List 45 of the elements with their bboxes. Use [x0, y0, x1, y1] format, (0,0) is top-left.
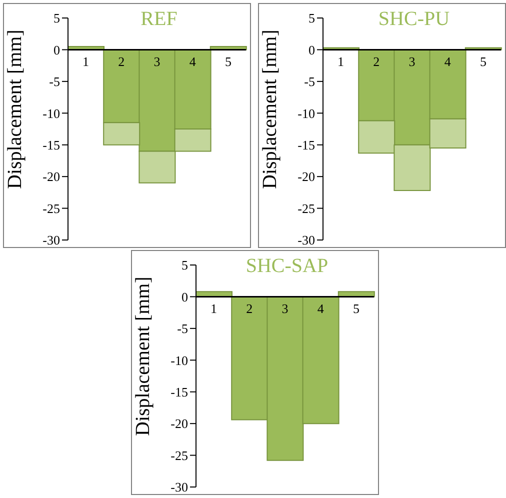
x-tick-label: 3 [282, 300, 288, 316]
y-axis-title: Displacement [mm] [259, 30, 282, 189]
y-tick-label: -20 [42, 169, 60, 184]
y-tick-label: -30 [170, 480, 188, 495]
x-tick-label: 5 [352, 300, 360, 316]
y-tick-label: -10 [298, 106, 315, 121]
y-tick-label: -25 [42, 200, 60, 216]
x-tick-label: 1 [210, 300, 218, 316]
x-tick-label: 4 [317, 300, 324, 316]
x-tick-label: 1 [338, 54, 344, 69]
x-tick-label: 3 [408, 54, 416, 69]
y-tick-label: 5 [182, 258, 188, 273]
y-tick-label: 5 [308, 10, 315, 26]
y-tick-label: -10 [42, 106, 60, 121]
chart-title: SHC-PU [377, 8, 451, 31]
x-tick-label: 2 [246, 300, 253, 316]
y-tick-label: -25 [170, 448, 188, 463]
x-tick-label: 5 [224, 54, 232, 69]
y-axis-title: Displacement [mm] [132, 276, 154, 436]
y-tick-label: -15 [42, 137, 60, 152]
y-tick-label: -20 [170, 416, 188, 432]
y-tick-label: -10 [170, 352, 188, 368]
y-tick-label: 0 [308, 42, 315, 58]
y-tick-label: 0 [182, 289, 188, 304]
x-tick-label: 2 [373, 54, 380, 69]
chart-title: SHC-SAP [244, 255, 330, 278]
x-tick-label: 4 [189, 54, 196, 69]
x-tick-label: 1 [82, 54, 90, 69]
chart-title: REF [140, 8, 178, 31]
y-tick-label: -5 [49, 74, 60, 90]
y-tick-label: -5 [177, 321, 188, 336]
x-tick-label: 5 [480, 54, 486, 69]
x-tick-label: 4 [444, 54, 452, 69]
y-tick-label: -25 [298, 200, 315, 216]
x-tick-label: 3 [154, 54, 160, 69]
y-tick-label: -30 [42, 232, 60, 248]
y-tick-label: -30 [298, 232, 315, 248]
y-tick-label: -20 [298, 169, 315, 184]
y-axis-title: Displacement [mm] [4, 30, 26, 189]
y-tick-label: -15 [298, 137, 315, 152]
y-tick-label: -15 [170, 384, 188, 400]
y-tick-label: 5 [54, 10, 60, 26]
y-tick-label: -5 [304, 74, 315, 90]
y-tick-label: 0 [54, 42, 60, 58]
x-tick-label: 2 [118, 54, 125, 69]
